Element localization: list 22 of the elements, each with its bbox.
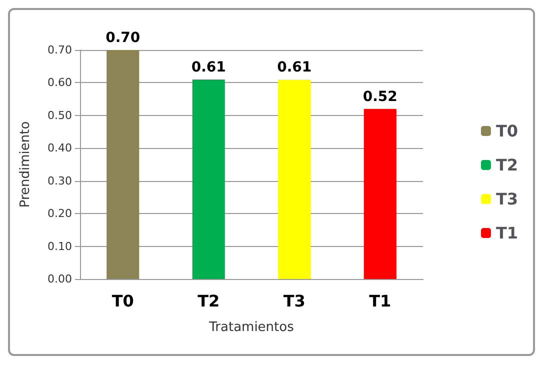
y-tick-label: 0.20 bbox=[48, 207, 72, 220]
data-label: 0.61 bbox=[277, 59, 312, 76]
y-tick-label: 0.10 bbox=[48, 240, 72, 253]
y-tick-label: 0.40 bbox=[48, 142, 72, 155]
x-tick-label: T2 bbox=[198, 292, 220, 310]
y-tick-label: 0.00 bbox=[48, 272, 72, 286]
y-tick-label: 0.30 bbox=[48, 174, 72, 188]
y-tick-label: 0.60 bbox=[48, 76, 72, 90]
legend-label: T3 bbox=[496, 190, 518, 208]
y-axis-title: Prendimiento bbox=[18, 121, 33, 208]
x-axis-title: Tratamientos bbox=[208, 320, 294, 335]
legend-label: T0 bbox=[496, 122, 518, 140]
data-label: 0.61 bbox=[191, 59, 226, 76]
y-tick-label: 0.70 bbox=[48, 44, 72, 56]
legend-label: T1 bbox=[496, 224, 518, 242]
legend-label: T2 bbox=[496, 156, 518, 174]
x-tick-label: T1 bbox=[369, 292, 392, 310]
x-tick-label: T0 bbox=[112, 292, 134, 310]
data-label: 0.52 bbox=[362, 88, 398, 105]
y-tick-label: 0.50 bbox=[48, 108, 72, 122]
data-label: 0.70 bbox=[106, 30, 140, 46]
x-tick-label: T3 bbox=[283, 292, 306, 310]
